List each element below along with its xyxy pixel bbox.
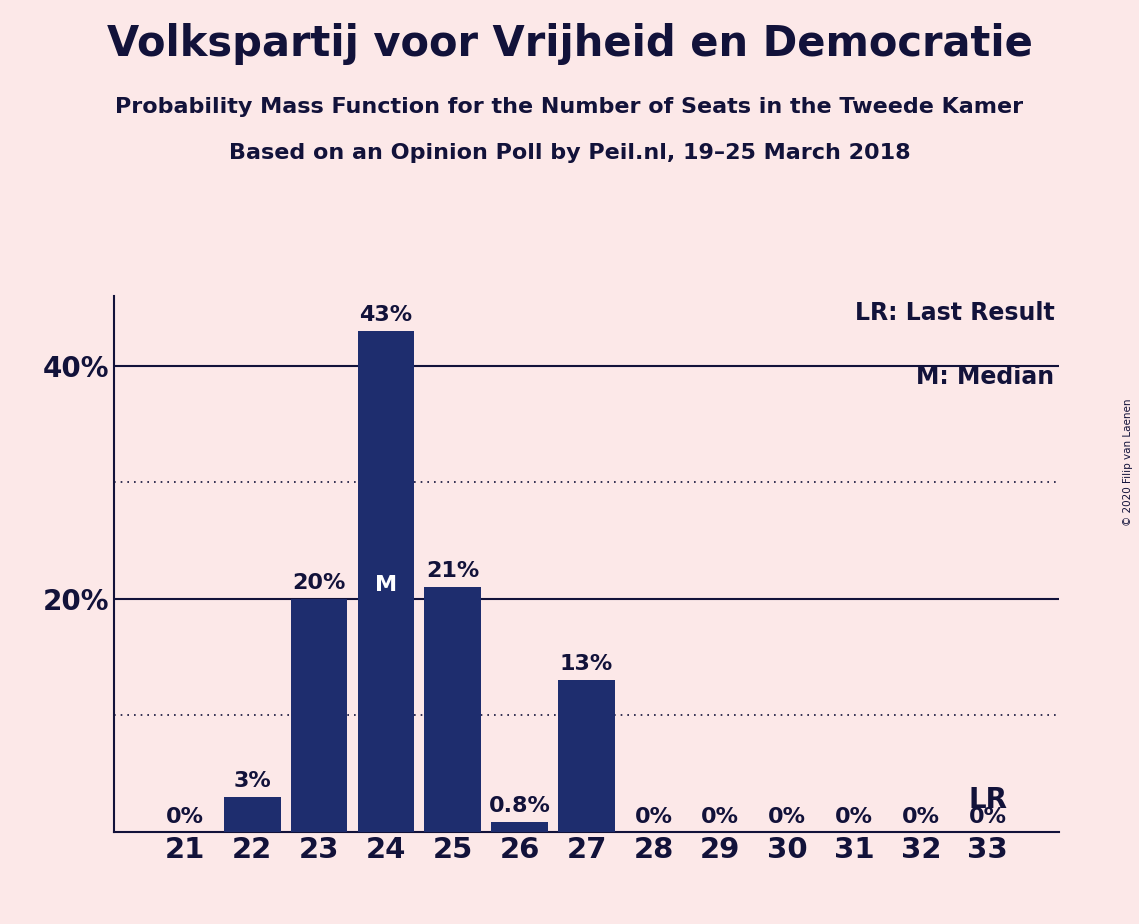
Text: 21%: 21% [426, 561, 480, 581]
Text: LR: LR [968, 786, 1007, 814]
Text: © 2020 Filip van Laenen: © 2020 Filip van Laenen [1123, 398, 1133, 526]
Text: 0%: 0% [768, 807, 806, 827]
Text: 0%: 0% [166, 807, 204, 827]
Text: 0%: 0% [835, 807, 874, 827]
Text: Volkspartij voor Vrijheid en Democratie: Volkspartij voor Vrijheid en Democratie [107, 23, 1032, 65]
Bar [425, 587, 482, 832]
Text: 0.8%: 0.8% [489, 796, 550, 817]
Text: M: M [375, 575, 398, 595]
Text: Probability Mass Function for the Number of Seats in the Tweede Kamer: Probability Mass Function for the Number… [115, 97, 1024, 117]
Text: 0%: 0% [634, 807, 672, 827]
Bar [491, 822, 548, 832]
Text: LR: Last Result: LR: Last Result [854, 301, 1055, 325]
Text: 0%: 0% [969, 807, 1007, 827]
Bar [290, 599, 347, 832]
Text: 20%: 20% [293, 573, 346, 593]
Bar [558, 680, 615, 832]
Bar [358, 331, 415, 832]
Text: 3%: 3% [233, 771, 271, 791]
Text: 43%: 43% [360, 305, 412, 325]
Text: Based on an Opinion Poll by Peil.nl, 19–25 March 2018: Based on an Opinion Poll by Peil.nl, 19–… [229, 143, 910, 164]
Text: 13%: 13% [560, 654, 613, 675]
Bar [223, 796, 280, 832]
Text: M: Median: M: Median [917, 365, 1055, 389]
Text: 0%: 0% [902, 807, 940, 827]
Text: 0%: 0% [702, 807, 739, 827]
